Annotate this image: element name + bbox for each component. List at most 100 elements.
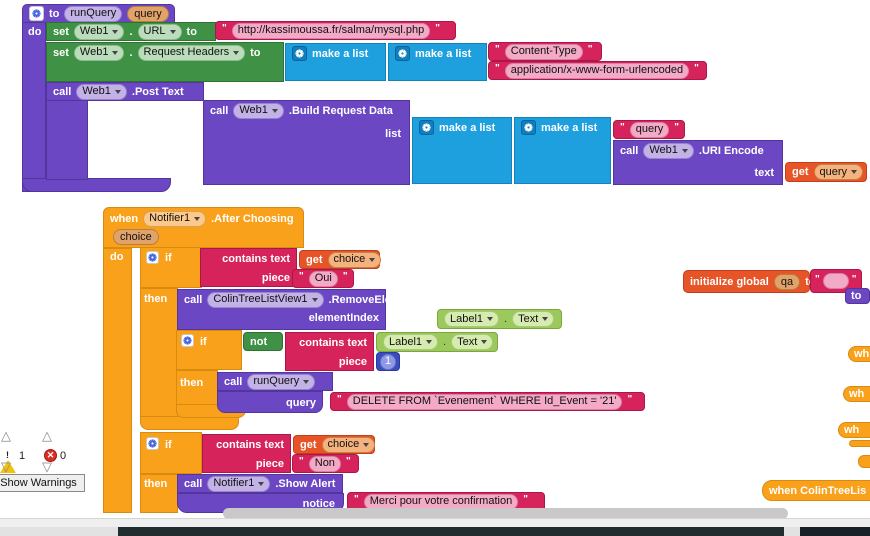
oui-string-block[interactable]: " Oui " (292, 269, 354, 288)
call-uri-encode-block[interactable]: call Web1 .URI Encode text (613, 140, 783, 185)
call-show-alert-block[interactable]: call Notifier1 .Show Alert (177, 474, 343, 493)
variable-dropdown[interactable]: choice (321, 436, 376, 453)
string-field[interactable]: query (629, 121, 670, 138)
sql-string-block[interactable]: " DELETE FROM `Evenement` WHERE Id_Event… (330, 392, 645, 411)
component-dropdown[interactable]: Notifier1 (207, 475, 271, 492)
collapsed-when-block[interactable]: wh (848, 346, 870, 362)
collapsed-when-block[interactable]: wh (838, 422, 870, 438)
number-field[interactable]: 1 (380, 353, 397, 370)
make-a-list-block[interactable]: make a list (285, 43, 386, 81)
url-string-block[interactable]: " http://kassimoussa.fr/salma/mysql.php … (215, 21, 456, 40)
event-param-chip[interactable]: choice (113, 229, 159, 245)
call-build-request-data-block[interactable]: call Web1 .Build Request Data list (203, 100, 410, 185)
string-field[interactable] (822, 273, 849, 289)
if-block-column[interactable] (140, 474, 178, 513)
collapsed-when-block[interactable]: wh (843, 386, 870, 402)
bottom-scroll-track[interactable] (0, 518, 870, 527)
procedure-do-column[interactable] (22, 22, 46, 192)
get-choice-block[interactable]: get choice (299, 250, 382, 269)
component-dropdown[interactable]: Notifier1 (143, 210, 207, 227)
property-dropdown[interactable]: Text (451, 334, 494, 350)
make-a-list-block[interactable]: make a list (514, 117, 611, 184)
component-dropdown[interactable]: Label1 (383, 334, 439, 350)
procedure-name-field[interactable]: runQuery (64, 5, 123, 22)
collapse-down-icon[interactable]: ▽ (1, 459, 11, 474)
property-dropdown[interactable]: Text (512, 311, 555, 327)
set-request-headers-block[interactable]: set Web1 . Request Headers to (46, 42, 284, 82)
collapse-up-icon[interactable]: △ (42, 428, 52, 443)
contains-text-block[interactable]: contains text piece (200, 248, 297, 287)
variable-dropdown[interactable]: choice (327, 251, 382, 268)
label1-text-getter-block[interactable]: Label1 . Text (437, 309, 562, 329)
collapse-down-icon[interactable]: ▽ (42, 459, 52, 474)
empty-string-block[interactable]: " " (810, 269, 862, 293)
component-dropdown[interactable]: Web1 (233, 102, 284, 119)
when-after-choosing-block[interactable]: when Notifier1 .After Choosing choice (103, 207, 304, 248)
get-choice-block[interactable]: get choice (293, 435, 376, 454)
component-dropdown[interactable]: ColinTreeListView1 (207, 291, 324, 308)
query-string-block[interactable]: " query " (613, 120, 685, 139)
if-block-bottom[interactable] (140, 416, 239, 430)
not-block[interactable]: not (243, 332, 283, 351)
procedure-dropdown[interactable]: runQuery (247, 373, 316, 390)
when-do-column[interactable] (103, 248, 132, 513)
gear-icon[interactable] (419, 120, 434, 135)
procedure-block-header[interactable]: to runQuery query (22, 4, 175, 23)
contains-text-block[interactable]: contains text piece (202, 434, 291, 473)
gear-icon[interactable] (395, 46, 410, 61)
component-dropdown[interactable]: Label1 (444, 311, 500, 327)
initialize-global-block[interactable]: initialize global qa to (683, 270, 815, 293)
call-remove-element-block[interactable]: call ColinTreeListView1 .RemoveElement e… (177, 289, 417, 330)
set-global-to-fragment[interactable]: to (845, 288, 870, 304)
procedure-block-bottom[interactable] (22, 178, 171, 192)
component-dropdown[interactable]: Web1 (643, 142, 694, 159)
call-post-text-block[interactable]: call Web1 .Post Text (46, 82, 204, 101)
collapse-up-icon[interactable]: △ (1, 428, 11, 443)
call-runquery-block[interactable]: call runQuery (217, 372, 333, 391)
contains-text-label: contains text (222, 252, 290, 265)
component-dropdown[interactable]: Web1 (73, 23, 125, 40)
horizontal-scrollbar[interactable] (223, 508, 788, 519)
collapsed-block-edge[interactable] (849, 440, 870, 447)
call-post-text-body[interactable] (46, 100, 88, 180)
label1-text-getter-block[interactable]: Label1 . Text (376, 332, 498, 352)
method-label: .Show Alert (275, 477, 336, 490)
collapsed-when-colintree-block[interactable]: when ColinTreeLis (762, 480, 870, 501)
sql-string-field[interactable]: DELETE FROM `Evenement` WHERE Id_Event =… (346, 393, 623, 410)
notice-string-block[interactable]: " Merci pour votre confirmation " (347, 492, 545, 511)
string-field[interactable]: Non (308, 455, 341, 472)
property-dropdown[interactable]: URL (137, 23, 182, 40)
non-string-block[interactable]: " Non " (292, 454, 359, 473)
gear-icon[interactable] (292, 46, 307, 61)
gear-icon[interactable] (181, 334, 194, 347)
call-runquery-body[interactable]: query (217, 391, 323, 413)
number-block[interactable]: 1 (376, 352, 400, 371)
variable-dropdown[interactable]: query (813, 164, 864, 180)
procedure-param-chip[interactable]: query (127, 5, 169, 22)
string-field[interactable]: application/x-www-form-urlencoded (504, 62, 690, 79)
if-block-column[interactable] (140, 288, 178, 418)
make-a-list-block[interactable]: make a list (388, 43, 487, 81)
gear-icon[interactable] (146, 437, 159, 450)
gear-icon[interactable] (521, 120, 536, 135)
make-a-list-block[interactable]: make a list (412, 117, 512, 184)
gear-icon[interactable] (146, 251, 159, 264)
url-string-field[interactable]: http://kassimoussa.fr/salma/mysql.php (231, 22, 431, 39)
set-url-block[interactable]: set Web1 . URL to (46, 22, 216, 41)
urlencoded-string-block[interactable]: " application/x-www-form-urlencoded " (488, 61, 707, 80)
contains-text-block[interactable]: contains text piece (285, 332, 374, 371)
component-dropdown[interactable]: Web1 (76, 83, 127, 100)
string-field[interactable]: Merci pour votre confirmation (363, 493, 519, 510)
component-dropdown[interactable]: Web1 (73, 44, 125, 61)
content-type-string-block[interactable]: " Content-Type " (488, 42, 602, 61)
string-field[interactable]: Oui (308, 270, 338, 287)
get-query-block[interactable]: get query (785, 162, 867, 182)
show-warnings-button[interactable]: Show Warnings (0, 474, 85, 492)
global-name-field[interactable]: qa (773, 273, 801, 290)
property-dropdown[interactable]: Request Headers (137, 44, 246, 61)
gear-icon[interactable] (29, 6, 44, 21)
string-field[interactable]: Content-Type (504, 43, 583, 60)
error-icon[interactable]: ✕ (44, 449, 57, 462)
collapsed-block-edge[interactable] (858, 455, 870, 468)
